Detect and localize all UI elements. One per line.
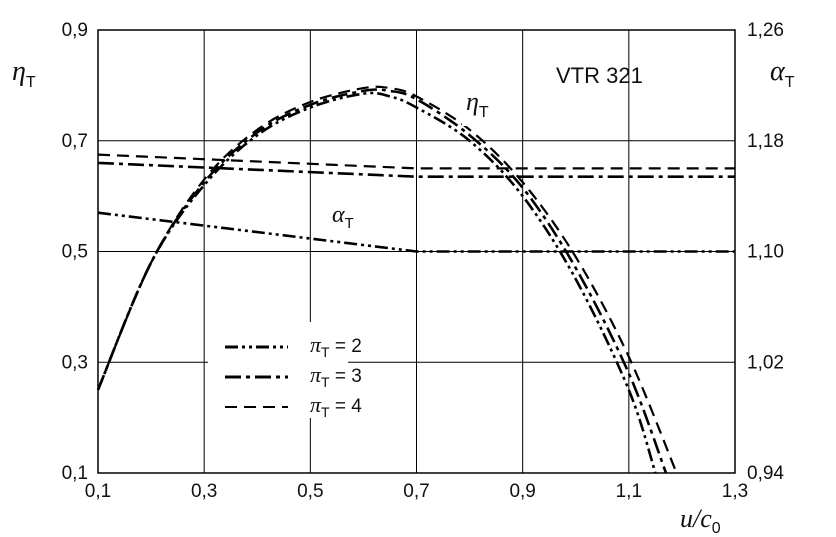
y-right-tick-label: 1,10: [747, 242, 784, 263]
svg-text:αT: αT: [332, 202, 354, 232]
legend-entry-pi-2: πT = 2: [225, 332, 362, 360]
x-tick-label: 0,1: [85, 481, 111, 502]
svg-text:πT = 3: πT = 3: [310, 362, 362, 390]
eta-curve-symbol: η: [466, 87, 479, 116]
series-layer: [96, 85, 735, 474]
legend: πT = 2 πT = 3 πT = 4: [208, 322, 362, 420]
x-axis-subscript: 0: [712, 520, 721, 537]
y-right-axis-symbol: α: [770, 56, 786, 87]
x-tick-label: 0,5: [297, 481, 323, 502]
alpha-series-line: [97, 161, 735, 178]
left-y-tick-labels: 0,1 0,3 0,5 0,7 0,9: [62, 20, 88, 484]
x-axis-symbol: u/c: [680, 504, 712, 533]
x-axis-label: u/c0: [680, 504, 721, 537]
alpha-curve-label: αT: [328, 196, 374, 234]
x-tick-label: 0,7: [403, 481, 429, 502]
x-tick-labels: 0,1 0,3 0,5 0,7 0,9 1,1 1,3: [85, 481, 748, 502]
y-left-tick-label: 0,3: [62, 352, 88, 373]
legend-entry-pi-3: πT = 3: [225, 362, 362, 390]
y-left-tick-label: 0,1: [62, 463, 88, 484]
y-right-axis-subscript: T: [785, 74, 795, 91]
alpha-series-line: [97, 211, 735, 253]
y-right-tick-label: 0,94: [747, 463, 784, 484]
eta-curve-label: ηT: [462, 84, 506, 126]
alpha-curve-symbol: α: [332, 202, 345, 228]
y-right-axis-label: αT: [770, 56, 795, 91]
y-right-tick-label: 1,18: [747, 131, 784, 152]
y-left-axis-symbol: η: [12, 56, 26, 87]
x-tick-label: 1,1: [616, 481, 642, 502]
eta-series-line: [96, 85, 678, 474]
x-tick-label: 0,3: [191, 481, 217, 502]
y-right-tick-label: 1,26: [747, 20, 784, 41]
y-left-axis-subscript: T: [26, 74, 36, 91]
x-tick-label: 1,3: [722, 481, 748, 502]
chart-title: VTR 321: [556, 63, 643, 88]
y-left-tick-label: 0,7: [62, 131, 88, 152]
y-left-tick-label: 0,9: [62, 20, 88, 41]
y-left-axis-label: ηT: [12, 56, 36, 91]
x-tick-label: 0,9: [509, 481, 535, 502]
svg-text:ηT: ηT: [466, 87, 489, 121]
alpha-series-line: [97, 153, 735, 170]
legend-entry-pi-4: πT = 4: [225, 392, 362, 420]
svg-text:πT = 4: πT = 4: [310, 392, 362, 420]
y-left-tick-label: 0,5: [62, 242, 88, 263]
y-right-tick-label: 1,02: [747, 352, 784, 373]
svg-text:πT = 2: πT = 2: [310, 332, 362, 360]
eta-curve-subscript: T: [479, 104, 489, 121]
right-y-tick-labels: 0,94 1,02 1,10 1,18 1,26: [747, 20, 784, 484]
eta-series-line: [96, 91, 657, 474]
alpha-curve-subscript: T: [345, 215, 354, 232]
eta-series-line: [96, 88, 668, 474]
